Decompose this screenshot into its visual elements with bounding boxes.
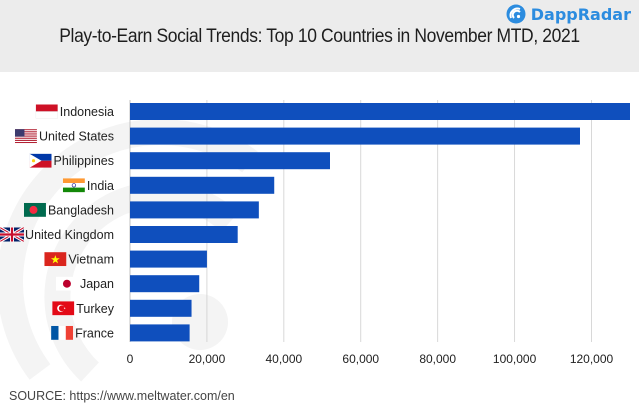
- header-band: [0, 0, 639, 72]
- x-tick-label: 40,000: [265, 352, 302, 366]
- x-tick-label: 100,000: [493, 352, 537, 366]
- bar-france: [130, 324, 190, 342]
- x-tick-label: 60,000: [342, 352, 379, 366]
- category-label: Turkey: [76, 302, 114, 316]
- brand-name: DappRadar: [530, 4, 631, 24]
- japan-flag-icon: [55, 276, 78, 291]
- x-tick-label: 20,000: [189, 352, 226, 366]
- category-label: Vietnam: [68, 253, 114, 267]
- category-label: United Kingdom: [25, 228, 114, 242]
- bar-india: [130, 176, 275, 194]
- bar-chart: Indonesia United States Philippines India Ba…: [0, 100, 630, 366]
- category-label: United States: [39, 130, 114, 144]
- indonesia-flag-icon: [35, 104, 58, 119]
- category-label: Bangladesh: [48, 203, 114, 217]
- bar-indonesia: [130, 103, 630, 120]
- bar-vietnam: [130, 250, 207, 268]
- bar-united-states: [130, 127, 580, 145]
- source-note: SOURCE: https://www.meltwater.com/en: [9, 389, 235, 403]
- bar-japan: [130, 275, 200, 293]
- category-label: France: [75, 326, 114, 340]
- category-label: India: [87, 179, 114, 193]
- category-label: Indonesia: [60, 105, 114, 119]
- bangladesh-flag-icon: [23, 202, 46, 217]
- bar-philippines: [130, 152, 330, 170]
- philippines-flag-icon: [29, 153, 52, 168]
- turkey-flag-icon: [52, 301, 75, 316]
- bar-bangladesh: [130, 201, 259, 219]
- bar-united-kingdom: [130, 226, 238, 243]
- france-flag-icon: [51, 325, 74, 340]
- dappradar-logo-icon: [506, 4, 526, 24]
- india-flag-icon: [62, 178, 85, 193]
- united-kingdom-flag-icon: [0, 228, 24, 242]
- x-tick-label: 0: [127, 352, 134, 366]
- category-label: Japan: [80, 277, 114, 291]
- category-label: Philippines: [54, 154, 114, 168]
- bar-turkey: [130, 299, 192, 317]
- vietnam-flag-icon: [44, 252, 67, 267]
- chart-title: Play-to-Earn Social Trends: Top 10 Count…: [59, 26, 580, 47]
- x-tick-label: 120,000: [570, 352, 614, 366]
- brand: DappRadar: [506, 4, 631, 24]
- x-tick-label: 80,000: [419, 352, 456, 366]
- united-states-flag-icon: [14, 129, 37, 144]
